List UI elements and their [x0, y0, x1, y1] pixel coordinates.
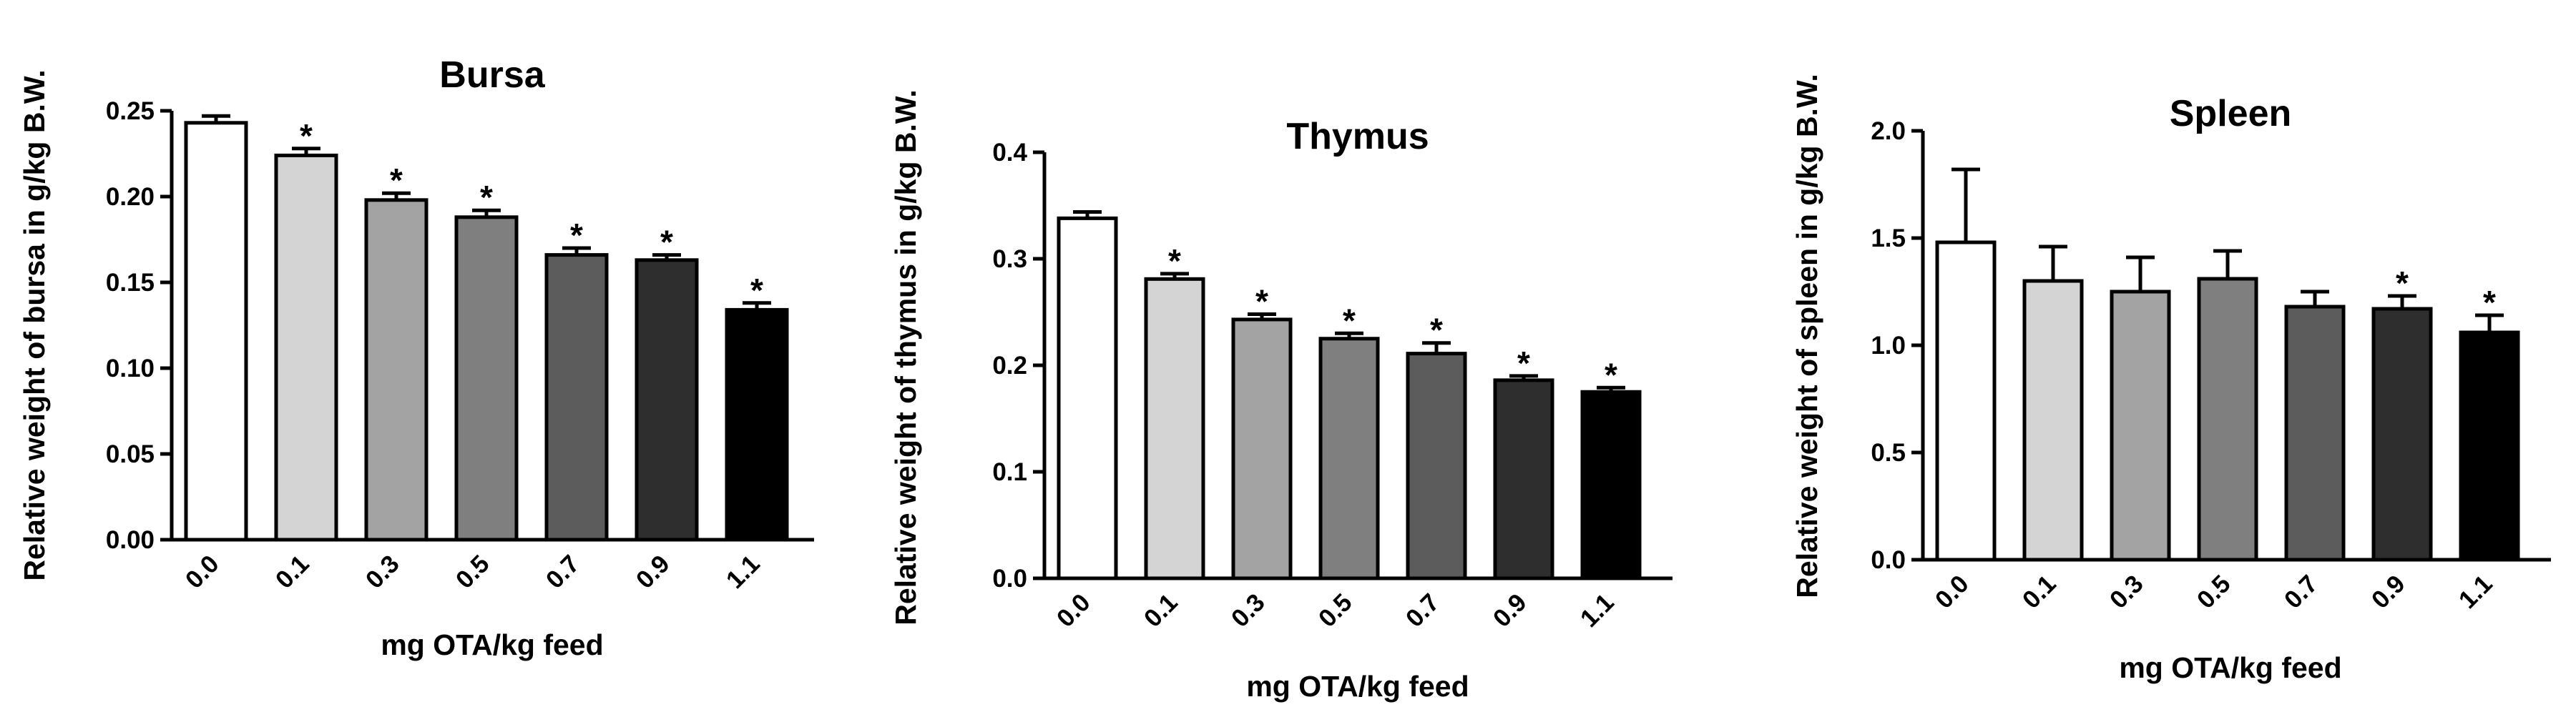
x-tick-label: 1.1: [2454, 570, 2498, 614]
x-tick-label: 1.1: [1575, 588, 1620, 633]
bar: [2110, 290, 2171, 562]
y-axis-label: Relative weight of thymus in g/kg B.W.: [889, 89, 922, 625]
x-axis-ticks: 0.0 0.1 0.3 0.5 0.7 0.9 1.1: [180, 550, 765, 594]
x-tick-label: 0.1: [270, 550, 315, 594]
y-tick-label: 0.10: [106, 355, 155, 382]
error-bars: [1951, 167, 2504, 332]
bar: [1144, 277, 1205, 580]
significance-marker: *: [480, 179, 493, 216]
bar: [274, 153, 338, 542]
bars: [1057, 216, 1642, 580]
y-tick-label: 0.1: [992, 458, 1027, 486]
bar: [184, 121, 248, 542]
x-tick-label: 0.0: [1052, 588, 1096, 633]
x-tick-label: 0.7: [541, 550, 585, 594]
significance-marker: *: [390, 162, 403, 199]
significance-marker: *: [1605, 356, 1617, 393]
chart-title: Bursa: [439, 54, 545, 96]
x-axis-ticks: 0.0 0.1 0.3 0.5 0.7 0.9 1.1: [1052, 588, 1620, 633]
significance-marker: *: [660, 224, 673, 261]
significance-marker: *: [300, 117, 313, 154]
significance-marker: *: [750, 272, 763, 309]
error-bars: [202, 114, 771, 310]
significance-marker: *: [2483, 284, 2496, 321]
x-tick-label: 0.7: [1401, 588, 1445, 633]
y-tick-label: 0.0: [1871, 546, 1906, 574]
x-tick-label: 0.5: [1313, 588, 1358, 633]
bar: [544, 253, 609, 542]
bar: [1057, 216, 1118, 580]
bar: [1580, 390, 1642, 580]
x-tick-label: 0.3: [1226, 588, 1270, 633]
bursa-chart-panel: Bursa Relative weight of bursa in g/kg B…: [18, 54, 814, 661]
y-tick-label: 0.5: [1871, 439, 1906, 467]
significance-marker: *: [1430, 312, 1443, 349]
significance-marker: *: [2396, 264, 2409, 302]
bar: [2284, 305, 2346, 562]
bar: [1406, 352, 1467, 580]
thymus-chart-panel: Thymus Relative weight of thymus in g/kg…: [889, 89, 1673, 703]
y-axis-label: Relative weight of bursa in g/kg B.W.: [18, 69, 51, 580]
x-tick-label: 0.7: [2279, 570, 2323, 614]
y-tick-label: 0.20: [106, 183, 155, 211]
chart-title: Spleen: [2170, 93, 2292, 134]
x-tick-label: 0.3: [361, 550, 405, 594]
y-tick-label: 0.4: [992, 139, 1027, 167]
x-axis-label: mg OTA/kg feed: [1246, 670, 1469, 703]
x-axis-ticks: 0.0 0.1 0.3 0.5 0.7 0.9 1.1: [1930, 570, 2498, 614]
significance-marker: *: [1255, 282, 1268, 320]
x-tick-label: 0.0: [180, 550, 225, 594]
x-tick-label: 0.1: [2017, 570, 2062, 614]
x-tick-label: 0.9: [1488, 588, 1532, 633]
y-tick-label: 0.2: [992, 352, 1027, 380]
bars: [1935, 240, 2520, 562]
significance-markers: * * * * * *: [300, 117, 763, 309]
x-tick-label: 1.1: [721, 550, 765, 594]
bar: [1318, 337, 1380, 580]
significance-marker: *: [1517, 345, 1530, 382]
x-tick-label: 0.9: [631, 550, 675, 594]
error-bars: [1073, 209, 1625, 392]
significance-marker: *: [1343, 302, 1356, 339]
x-tick-label: 0.5: [2192, 570, 2236, 614]
bar: [2371, 307, 2433, 562]
x-tick-label: 0.9: [2366, 570, 2411, 614]
bar: [2459, 330, 2520, 562]
y-tick-label: 0.05: [106, 440, 155, 468]
x-axis-label: mg OTA/kg feed: [381, 628, 603, 661]
y-tick-label: 1.0: [1871, 332, 1906, 360]
chart-title: Thymus: [1286, 116, 1429, 157]
bar: [2197, 277, 2258, 562]
y-axis-ticks: 0.0 0.1 0.2 0.3 0.4: [992, 139, 1044, 593]
bar: [635, 258, 699, 542]
y-tick-label: 0.0: [992, 565, 1027, 593]
x-tick-label: 0.1: [1139, 588, 1183, 633]
bar: [364, 198, 428, 542]
bar: [454, 215, 519, 542]
significance-markers: * * * * * *: [1168, 242, 1617, 393]
y-tick-label: 0.3: [992, 245, 1027, 273]
bar: [1493, 378, 1554, 580]
bar: [725, 307, 789, 542]
bar: [1231, 317, 1293, 580]
y-axis-ticks: 0.00 0.05 0.10 0.15 0.20 0.25: [106, 97, 172, 554]
y-axis-ticks: 0.0 0.5 1.0 1.5 2.0: [1871, 117, 1923, 574]
y-tick-label: 1.5: [1871, 224, 1906, 252]
bar: [1935, 240, 1997, 562]
x-tick-label: 0.3: [2105, 570, 2149, 614]
y-tick-label: 0.25: [106, 97, 155, 125]
x-tick-label: 0.5: [451, 550, 495, 594]
significance-marker: *: [570, 217, 583, 254]
y-tick-label: 0.00: [106, 526, 155, 554]
bar: [2022, 279, 2084, 562]
y-axis-label: Relative weight of spleen in g/kg B.W.: [1791, 74, 1823, 598]
x-tick-label: 0.0: [1930, 570, 1974, 614]
significance-marker: *: [1168, 242, 1181, 280]
spleen-chart-panel: Spleen Relative weight of spleen in g/kg…: [1791, 74, 2551, 684]
y-tick-label: 0.15: [106, 269, 155, 297]
y-tick-label: 2.0: [1871, 117, 1906, 145]
significance-markers: **: [2396, 264, 2496, 321]
x-axis-label: mg OTA/kg feed: [2119, 651, 2341, 684]
